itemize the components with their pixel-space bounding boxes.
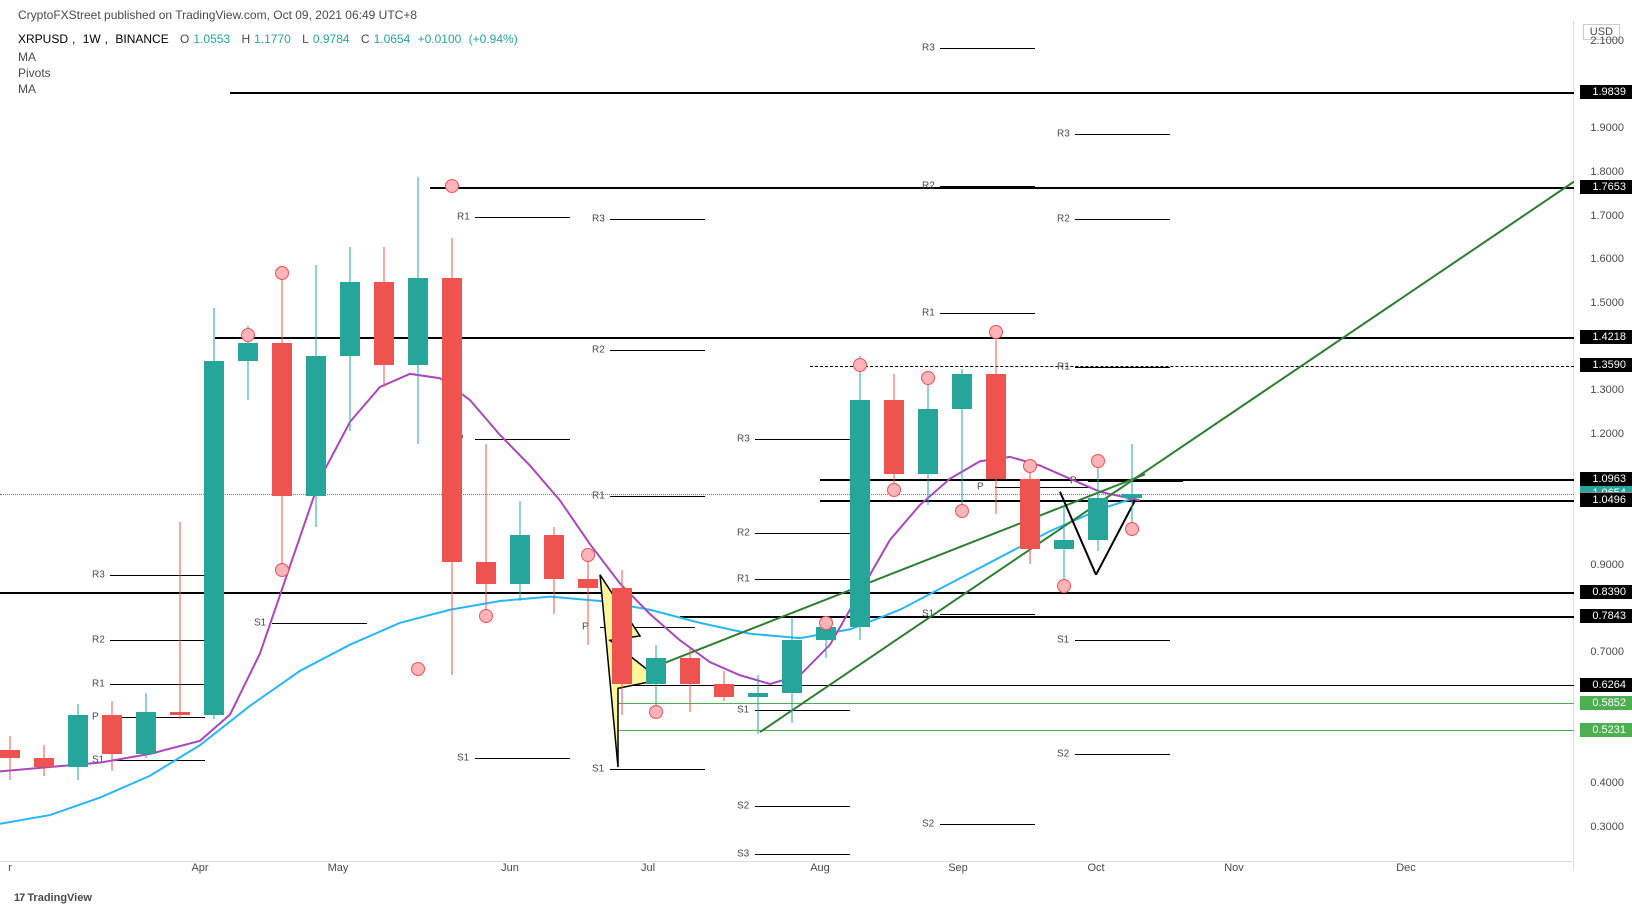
- price-label: 0.5852: [1580, 696, 1632, 710]
- candle: [746, 20, 770, 850]
- pivot-marker: [921, 371, 935, 385]
- price-label: 1.4218: [1580, 330, 1632, 344]
- price-tick: 0.4000: [1574, 777, 1624, 789]
- candle: [916, 20, 940, 850]
- pivot-label: S3: [737, 849, 749, 860]
- candle: [712, 20, 736, 850]
- time-tick: Sep: [948, 862, 968, 874]
- candle: [1120, 20, 1144, 850]
- chart-area[interactable]: R3R2R1PS1R1PS1S1R3R2R1PS1R3R2R1S1S2S3R3R…: [0, 20, 1574, 850]
- time-tick: Oct: [1087, 862, 1104, 874]
- candle: [406, 20, 430, 850]
- candle: [372, 20, 396, 850]
- candle: [474, 20, 498, 850]
- pivot-marker: [411, 662, 425, 676]
- candle: [66, 20, 90, 850]
- candle: [542, 20, 566, 850]
- time-tick: Jul: [641, 862, 655, 874]
- pivot-marker: [275, 266, 289, 280]
- price-tick: 1.5000: [1574, 297, 1624, 309]
- candle: [270, 20, 294, 850]
- pivot-marker: [955, 504, 969, 518]
- price-label: 1.9839: [1580, 85, 1632, 99]
- candle: [338, 20, 362, 850]
- price-tick: 0.9000: [1574, 559, 1624, 571]
- candle: [440, 20, 464, 850]
- price-tick: 1.9000: [1574, 122, 1624, 134]
- price-label: 1.3590: [1580, 358, 1632, 372]
- time-axis[interactable]: r Apr May Jun Jul Aug Sep Oct Nov Dec: [0, 862, 1574, 882]
- price-label: 0.6264: [1580, 678, 1632, 692]
- candle: [1052, 20, 1076, 850]
- pivot-marker: [1023, 459, 1037, 473]
- price-tick: 0.3000: [1574, 821, 1624, 833]
- candle: [508, 20, 532, 850]
- pivot-marker: [1125, 522, 1139, 536]
- pivot-marker: [989, 325, 1003, 339]
- candle: [168, 20, 192, 850]
- time-tick: r: [8, 862, 12, 874]
- candle: [644, 20, 668, 850]
- pivot-marker: [1091, 454, 1105, 468]
- price-tick: 1.3000: [1574, 384, 1624, 396]
- pivot-marker: [853, 358, 867, 372]
- candle: [780, 20, 804, 850]
- time-tick: Apr: [191, 862, 208, 874]
- candle: [236, 20, 260, 850]
- candle: [0, 20, 22, 850]
- pivot-marker: [445, 179, 459, 193]
- price-label: 1.7653: [1580, 180, 1632, 194]
- candle: [1018, 20, 1042, 850]
- price-label: 0.7843: [1580, 609, 1632, 623]
- price-tick: 2.1000: [1574, 35, 1624, 47]
- time-tick: Aug: [810, 862, 830, 874]
- pivot-marker: [581, 548, 595, 562]
- price-label: 0.5231: [1580, 723, 1632, 737]
- pivot-marker: [479, 609, 493, 623]
- candle: [814, 20, 838, 850]
- time-tick: Jun: [501, 862, 519, 874]
- candle: [202, 20, 226, 850]
- candle: [304, 20, 328, 850]
- price-label: 1.0496: [1580, 493, 1632, 507]
- candle: [32, 20, 56, 850]
- candle: [678, 20, 702, 850]
- candle: [134, 20, 158, 850]
- candle: [882, 20, 906, 850]
- price-tick: 1.7000: [1574, 210, 1624, 222]
- time-tick: Dec: [1396, 862, 1416, 874]
- price-label: 1.0963: [1580, 472, 1632, 486]
- pivot-marker: [275, 563, 289, 577]
- price-tick: 0.7000: [1574, 646, 1624, 658]
- pivot-marker: [1057, 579, 1071, 593]
- price-label: 0.8390: [1580, 585, 1632, 599]
- tradingview-logo: 17 TradingView: [14, 892, 92, 904]
- candle: [950, 20, 974, 850]
- price-tick: 1.8000: [1574, 166, 1624, 178]
- price-tick: 1.2000: [1574, 428, 1624, 440]
- candle: [576, 20, 600, 850]
- pivot-marker: [649, 705, 663, 719]
- pivot-marker: [241, 328, 255, 342]
- candle: [984, 20, 1008, 850]
- price-axis[interactable]: 2.1000 1.9000 1.8000 1.7000 1.6000 1.5000 1.30…: [1574, 20, 1632, 850]
- candle: [848, 20, 872, 850]
- pivot-marker: [887, 483, 901, 497]
- candle: [1086, 20, 1110, 850]
- candle: [610, 20, 634, 850]
- price-tick: 1.6000: [1574, 253, 1624, 265]
- pivot-line: [755, 854, 850, 855]
- candle: [100, 20, 124, 850]
- chart-container: CryptoFXStreet published on TradingView.…: [0, 0, 1632, 910]
- pivot-marker: [819, 616, 833, 630]
- time-tick: Nov: [1224, 862, 1244, 874]
- time-tick: May: [328, 862, 349, 874]
